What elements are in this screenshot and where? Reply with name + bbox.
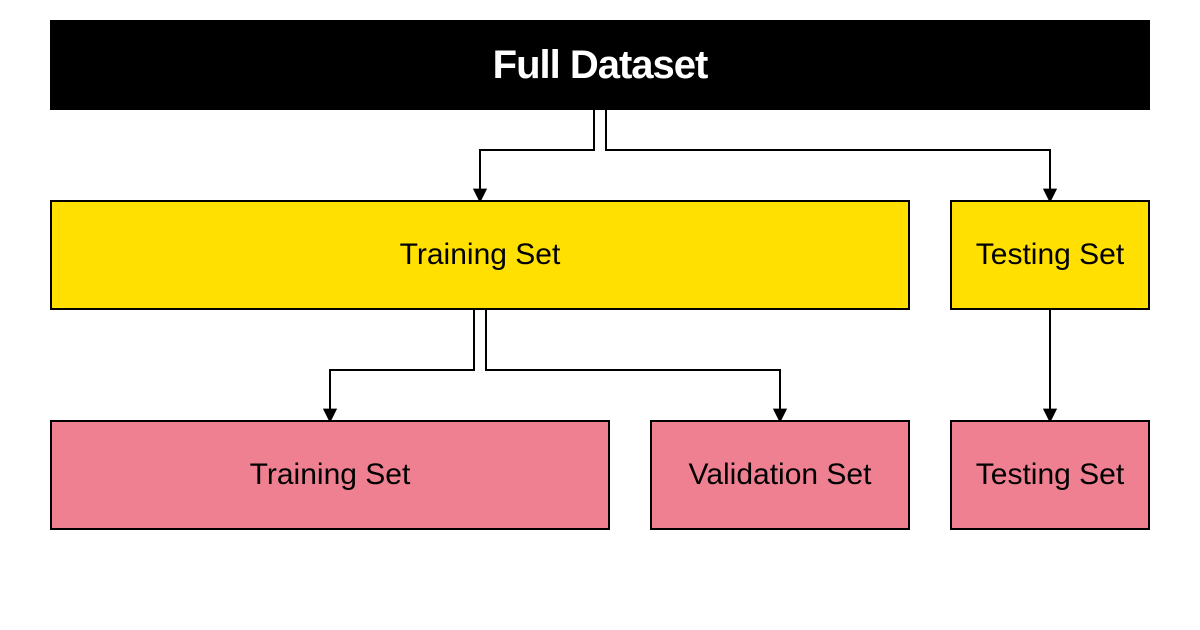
edge-arrow bbox=[606, 110, 1050, 200]
edge-arrow bbox=[330, 310, 474, 420]
node-full-dataset: Full Dataset bbox=[50, 20, 1150, 110]
node-label: Validation Set bbox=[689, 458, 872, 493]
node-label: Full Dataset bbox=[493, 42, 708, 88]
node-testing-set-level2: Testing Set bbox=[950, 420, 1150, 530]
diagram-stage: Full Dataset Training Set Testing Set Tr… bbox=[0, 0, 1200, 630]
node-label: Training Set bbox=[400, 238, 561, 273]
node-testing-set-level1: Testing Set bbox=[950, 200, 1150, 310]
edge-arrow bbox=[486, 310, 780, 420]
node-label: Testing Set bbox=[976, 458, 1124, 493]
node-validation-set: Validation Set bbox=[650, 420, 910, 530]
node-label: Testing Set bbox=[976, 238, 1124, 273]
node-label: Training Set bbox=[250, 458, 411, 493]
node-training-set-level1: Training Set bbox=[50, 200, 910, 310]
node-training-set-level2: Training Set bbox=[50, 420, 610, 530]
edge-arrow bbox=[480, 110, 594, 200]
